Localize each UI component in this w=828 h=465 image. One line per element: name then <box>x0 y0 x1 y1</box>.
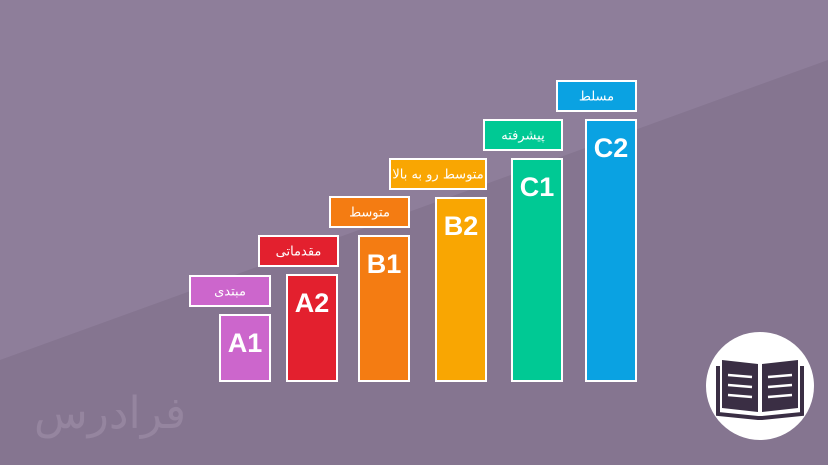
level-label-box <box>389 158 487 190</box>
level-code: A1 <box>228 328 263 358</box>
book <box>722 360 798 412</box>
level-bar <box>219 314 271 382</box>
level-label-box <box>329 196 410 228</box>
book-icon <box>706 332 814 440</box>
level-code: C1 <box>520 172 555 202</box>
level-code: B1 <box>367 249 402 279</box>
level-label-box <box>483 119 563 151</box>
level-code: C2 <box>594 133 629 163</box>
level-code: A2 <box>295 288 330 318</box>
level-label: پیشرفته <box>501 129 545 144</box>
level-bar <box>358 235 410 382</box>
level-label: مسلط <box>579 90 614 105</box>
level-bar <box>511 158 563 382</box>
level-code: B2 <box>444 211 479 241</box>
level-label-box <box>556 80 637 112</box>
level-label: مقدماتی <box>276 245 322 260</box>
icon-circle <box>706 332 814 440</box>
book-lines <box>727 373 793 399</box>
level-label: متوسط <box>349 206 390 221</box>
level-bar <box>286 274 338 382</box>
level-label: مبتدی <box>214 285 246 300</box>
watermark: فرادرس <box>34 388 186 439</box>
level-bar <box>435 197 487 382</box>
level-label-box <box>258 235 339 267</box>
levels: A1 مبتدی A2 مقدماتی B1 متوسط B2 متوسط رو به بال… <box>189 80 637 382</box>
book-cover <box>716 366 804 420</box>
level-label-box <box>189 275 271 307</box>
level-label: متوسط رو به بالا <box>392 168 483 183</box>
level-bar <box>585 119 637 382</box>
